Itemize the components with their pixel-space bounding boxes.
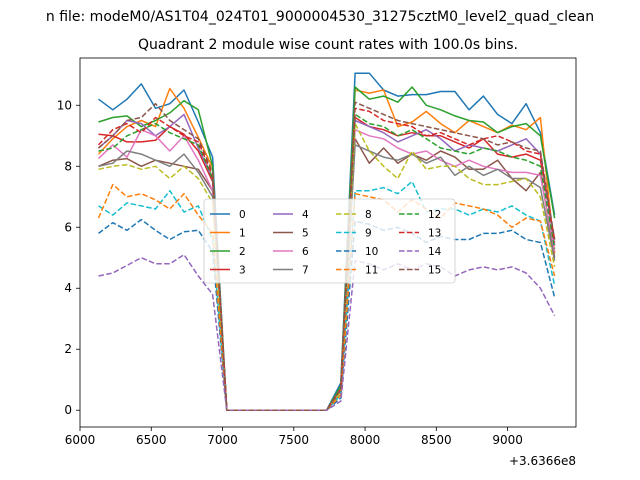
series-line-12 (98, 113, 556, 411)
legend-label-0: 0 (239, 209, 246, 221)
legend-label-6: 6 (302, 246, 309, 258)
x-axis: 6000 6500 7000 7500 8000 8500 9000 (65, 427, 523, 447)
x-offset-label: +3.6366e8 (509, 454, 576, 468)
series-line-14 (98, 253, 556, 411)
chart-title: Quadrant 2 module wise count rates with … (138, 37, 518, 53)
legend-box (203, 198, 456, 284)
legend-label-1: 1 (239, 228, 246, 240)
y-tick-label: 6 (64, 220, 72, 234)
axes-frame (79, 57, 577, 428)
y-tick-label: 8 (64, 159, 72, 173)
legend-label-13: 13 (428, 228, 441, 240)
legend-label-12: 12 (428, 209, 441, 221)
chart-suptitle: n file: modeM0/AS1T04_024T01_9000004530_… (46, 9, 594, 25)
legend-label-5: 5 (302, 228, 309, 240)
legend-label-10: 10 (365, 246, 378, 258)
legend-label-8: 8 (365, 209, 372, 221)
x-tick-label: 7500 (279, 433, 310, 447)
x-tick-label: 8000 (350, 433, 381, 447)
series-line-11 (97, 183, 556, 411)
series-layer (97, 72, 556, 411)
x-tick-label: 6000 (65, 433, 96, 447)
legend-label-15: 15 (428, 265, 441, 277)
legend-label-4: 4 (302, 209, 309, 221)
legend-label-11: 11 (365, 265, 378, 277)
series-line-10 (98, 218, 556, 411)
y-tick-label: 0 (64, 403, 72, 417)
y-tick-label: 2 (64, 342, 72, 356)
y-tick-label: 10 (57, 98, 72, 112)
legend-label-9: 9 (365, 228, 372, 240)
x-tick-label: 7000 (207, 433, 238, 447)
legend-label-3: 3 (239, 265, 246, 277)
y-axis: 0 2 4 6 8 10 (57, 98, 80, 417)
x-tick-label: 6500 (136, 433, 167, 447)
legend-label-14: 14 (428, 246, 442, 258)
x-tick-label: 8500 (421, 433, 452, 447)
y-tick-label: 4 (64, 281, 72, 295)
legend-label-7: 7 (302, 265, 309, 277)
legend-label-2: 2 (239, 246, 246, 258)
x-tick-label: 9000 (492, 433, 523, 447)
